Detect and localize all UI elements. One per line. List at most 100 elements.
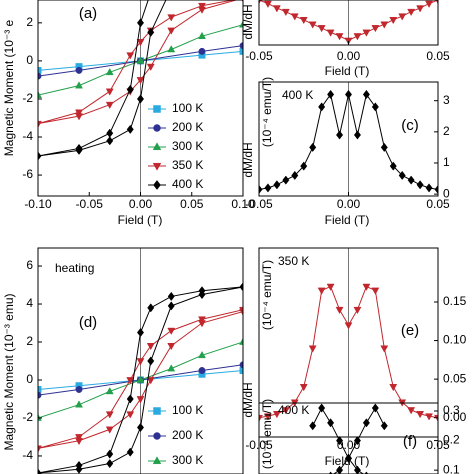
data-point [198,350,206,359]
data-point [75,81,83,89]
data-point [198,367,206,374]
data-point [136,396,145,404]
data-point [264,413,272,421]
data-point [75,109,83,117]
data-point [38,468,42,474]
legend-marker [153,105,161,113]
data-point [75,113,83,121]
data-point [425,183,433,193]
y-axis-units: (10⁻⁴ emu/T) [260,260,274,330]
data-point [336,465,344,474]
legend-marker [152,162,162,171]
data-point [371,287,380,295]
annotation: 400 K [278,403,309,417]
data-point [167,14,176,22]
y-axis-units: (10⁻⁴ emu/T) [260,77,274,147]
data-point [105,411,114,419]
data-point [272,411,281,419]
data-point [167,291,175,301]
data-point [353,306,362,315]
series-line [38,286,243,474]
data-point [435,0,438,5]
y-axis-label: dM/dH [241,4,255,39]
legend-marker [153,180,161,190]
data-point [167,301,175,311]
data-point [38,120,42,129]
data-point [75,66,83,74]
data-point [239,361,243,369]
y-axis-label: Magnetic Moment (10⁻³ emu) [2,293,16,450]
data-point [239,367,243,374]
data-point [38,413,42,421]
annotation: 350 K [278,254,309,268]
y-tick-label: 1 [443,155,450,169]
data-point [398,13,407,21]
plot-area [259,0,438,45]
data-point [353,465,361,474]
data-point [239,20,243,28]
data-point [281,8,290,17]
data-point [416,411,425,419]
data-point [75,464,83,474]
data-point [126,377,135,385]
data-point [398,170,406,181]
data-point [38,151,42,161]
data-point [105,387,114,395]
data-point [239,42,243,50]
data-point [75,434,83,442]
data-point [299,384,308,392]
panel-label: (e) [401,322,419,339]
x-tick-label: 0.05 [426,49,450,63]
data-point [38,72,42,80]
y-tick-label: 0 [26,372,33,386]
data-point [290,13,299,21]
legend-label: 300 K [172,453,203,467]
x-tick-label: -0.05 [76,197,104,211]
legend-label: 200 K [172,428,203,442]
data-point [198,47,206,55]
data-point [106,458,114,469]
data-point [318,102,326,112]
data-point [75,400,83,408]
x-tick-label: -0.05 [245,197,273,211]
data-point [136,18,145,28]
y-tick-label: -2 [22,91,33,105]
data-point [317,25,326,33]
y-tick-label: 6 [26,258,33,272]
data-point [335,33,344,41]
y-axis-units: (10⁻⁴ emu/T) [260,399,274,469]
legend-marker [153,124,161,132]
data-point [105,101,114,110]
data-point [318,403,326,413]
data-point [336,436,344,446]
data-point [126,447,134,457]
y-tick-label: 2 [26,15,33,29]
legend-marker [152,456,162,465]
data-point [434,184,438,195]
y-tick-label: 0 [26,53,33,67]
data-point [146,63,155,71]
legend-marker [153,432,161,440]
y-tick-label: -4 [22,129,33,143]
x-axis-label: Field (T) [325,213,370,227]
plot-area [309,403,388,474]
x-tick-label: 0.00 [337,197,361,211]
data-point [259,414,263,423]
y-axis-label: dM/dH [241,142,255,177]
legend-marker [153,407,161,415]
data-point [282,175,290,185]
data-point [380,142,388,152]
y-tick-label: 0.1 [443,462,460,474]
data-point [146,342,155,351]
data-point [326,283,335,291]
panel-label: (a) [79,5,97,22]
annotation: heating [55,261,94,275]
x-tick-label: 0.00 [129,197,153,211]
y-axis-label: dM/dH [241,382,255,417]
data-point [336,130,344,140]
data-point [416,5,425,13]
data-point [380,21,389,29]
y-tick-label: 2 [443,124,450,138]
data-point [38,386,42,393]
data-point [75,145,83,155]
